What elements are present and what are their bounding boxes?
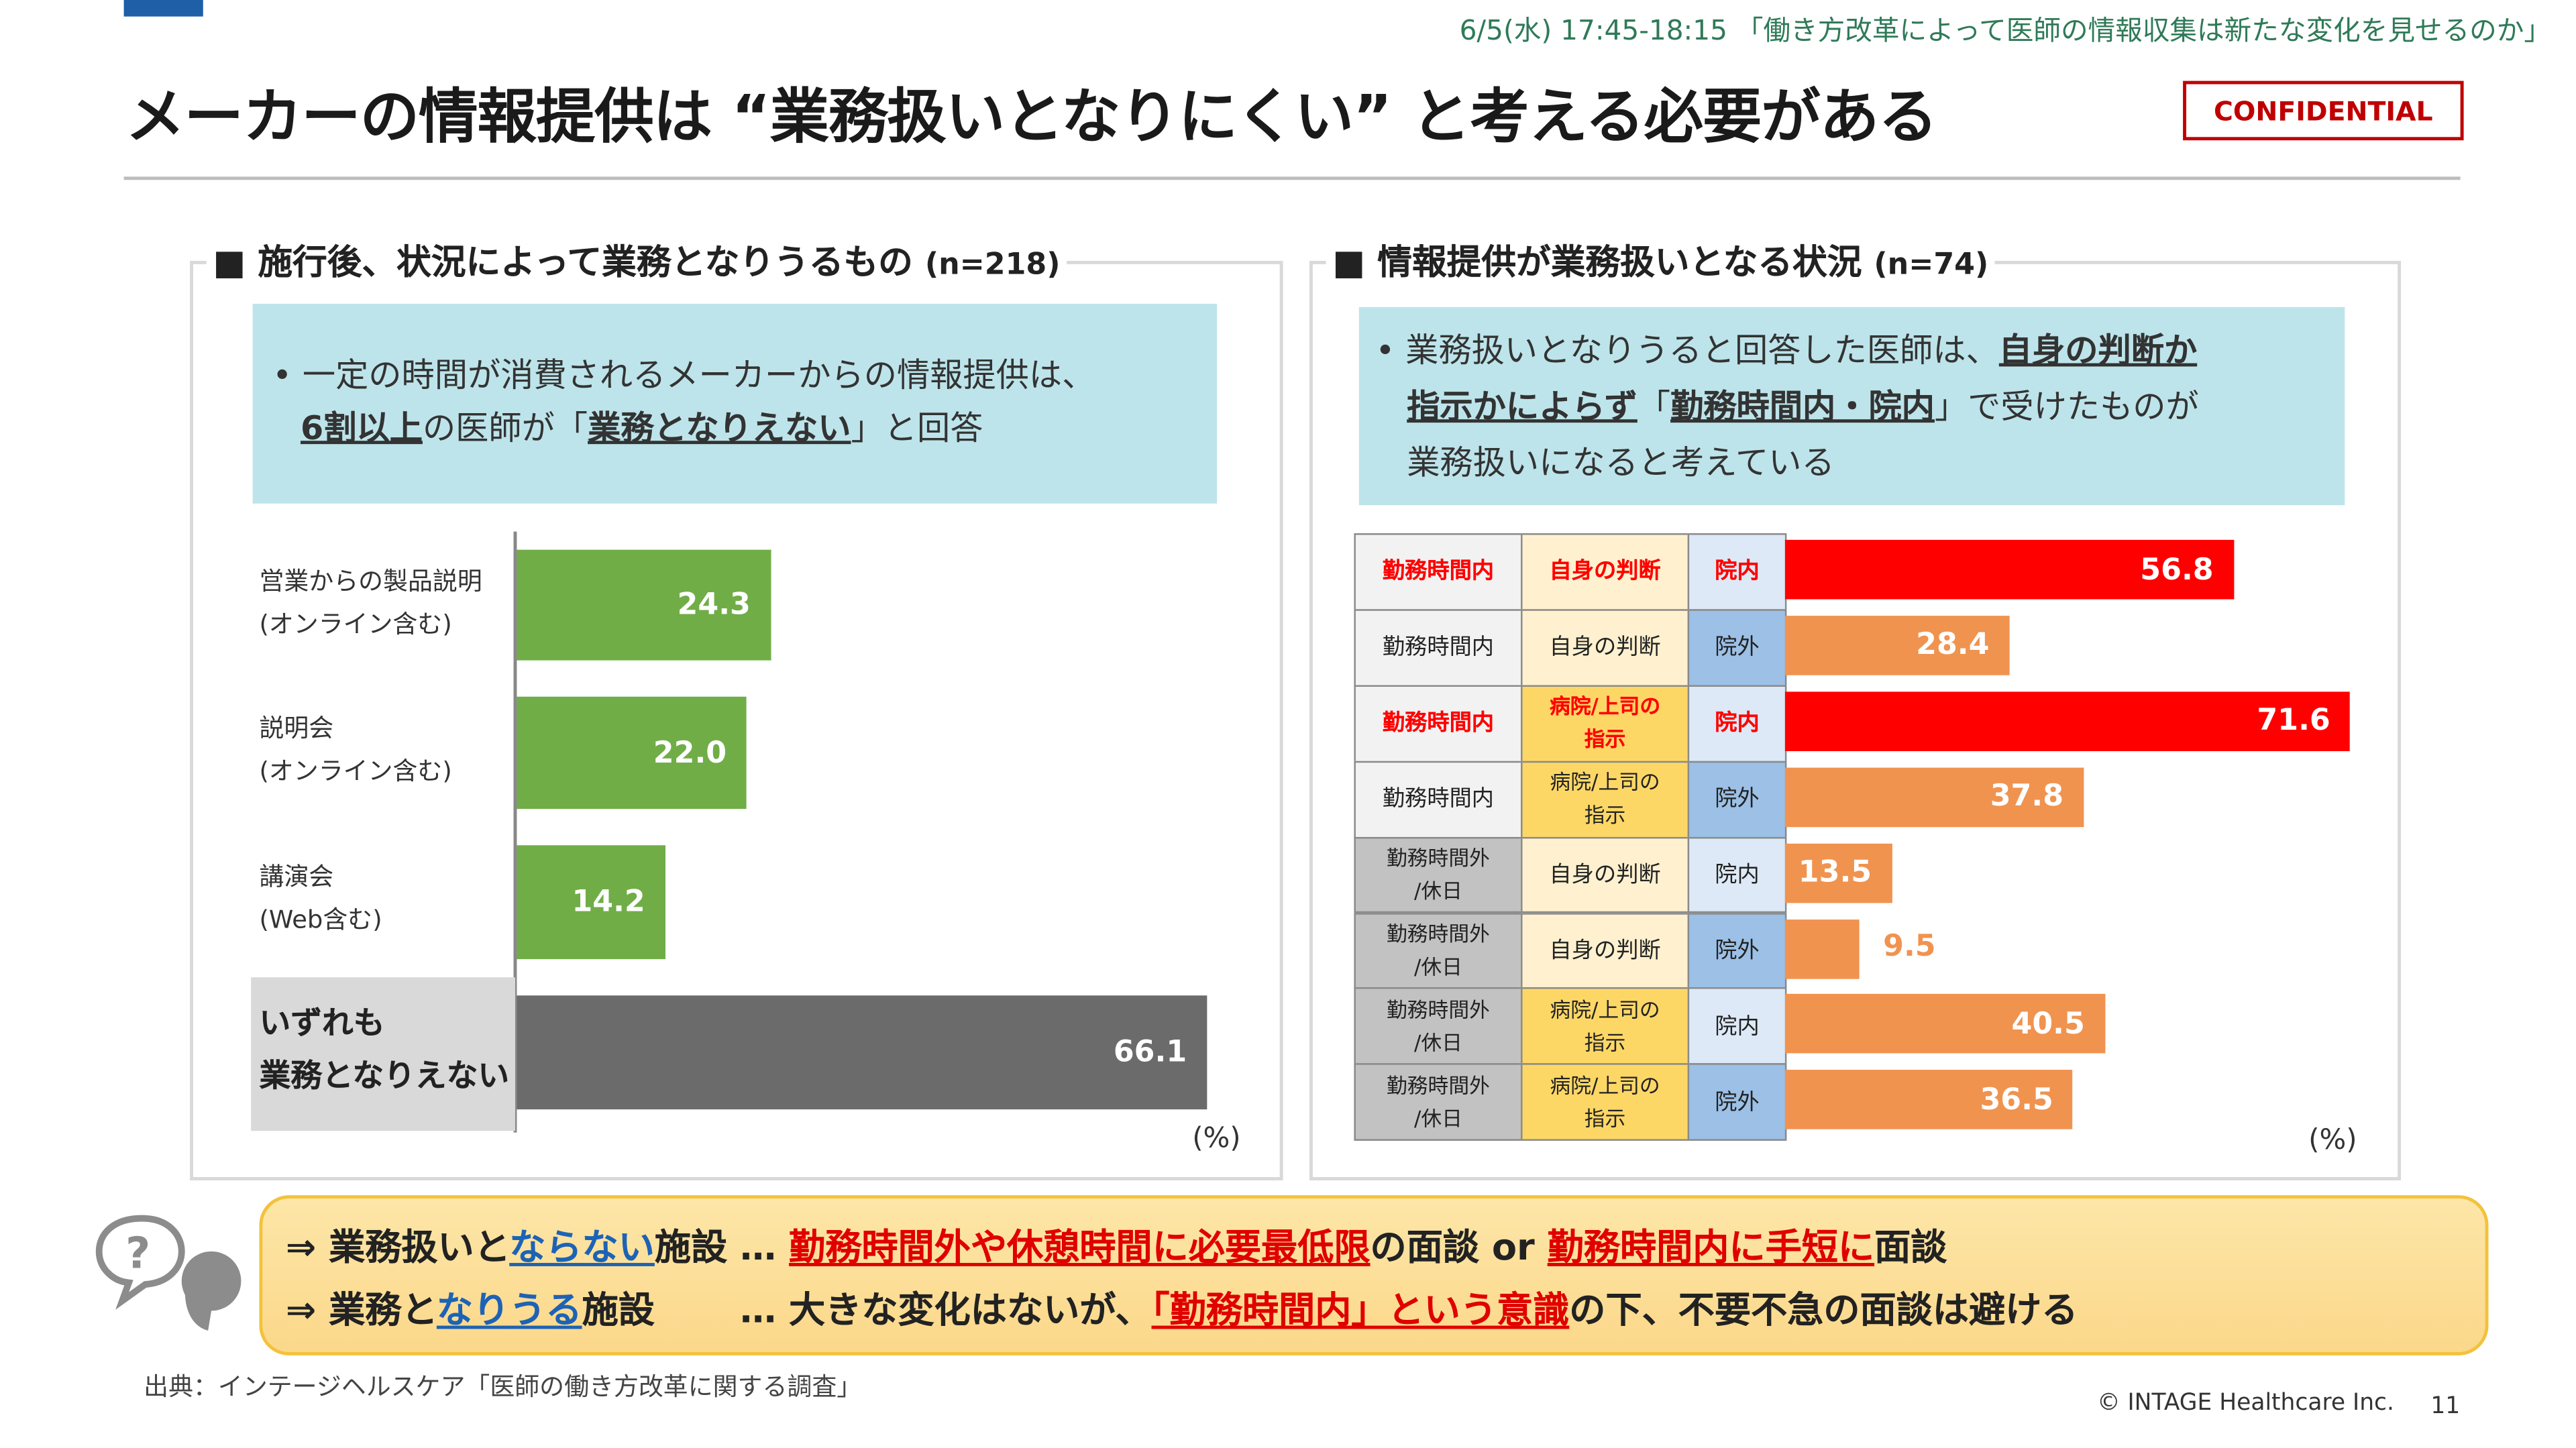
question-speech-icon: ?: [93, 1212, 251, 1337]
data-label: 66.1: [1113, 1035, 1187, 1070]
conclusion-line-2: ⇒ 業務となりうる施設 … 大きな変化はないが、「勤務時間内」という意識の下、不…: [285, 1290, 2078, 1333]
bar: 56.8: [1784, 539, 2234, 600]
category-label-bg: [251, 977, 515, 1131]
bar: 37.8: [1784, 767, 2084, 827]
right-callout: • 業務扱いとなりうると回答した医師は、自身の判断か 指示かによらず「勤務時間内…: [1358, 307, 2345, 506]
page-title: メーカーの情報提供は “業務扱いとなりにくい” と考える必要がある: [125, 84, 1938, 152]
bar: 71.6: [1784, 691, 2351, 751]
conclusion-box: ⇒ 業務扱いとならない施設 … 勤務時間外や休憩時間に必要最低限の面談 or 勤…: [259, 1195, 2489, 1355]
bar: [1784, 918, 1860, 979]
table-cell-time: 勤務時間外 /休日: [1354, 1063, 1523, 1141]
left-unit-label: (%): [1192, 1122, 1241, 1156]
right-unit-label: (%): [2308, 1124, 2357, 1158]
page-number: 11: [2430, 1393, 2461, 1420]
bar: 66.1: [517, 995, 1207, 1110]
confidential-badge: CONFIDENTIAL: [2183, 80, 2464, 141]
title-divider: [123, 176, 2461, 180]
table-cell-decision: 自身の判断: [1521, 609, 1690, 687]
copyright: © INTAGE Healthcare Inc.: [2097, 1390, 2394, 1416]
left-panel-title: ■ 施行後、状況によって業務となりうるもの (n=218): [206, 235, 1067, 286]
source-note: 出典：インテージヘルスケア「医師の働き方改革に関する調査」: [144, 1372, 862, 1402]
table-cell-time: 勤務時間外 /休日: [1354, 987, 1523, 1066]
table-cell-place: 院外: [1687, 1063, 1787, 1141]
table-cell-time: 勤務時間内: [1354, 609, 1523, 687]
table-cell-place: 院内: [1687, 987, 1787, 1066]
conclusion-line-1: ⇒ 業務扱いとならない施設 … 勤務時間外や休憩時間に必要最低限の面談 or 勤…: [285, 1228, 1947, 1270]
table-cell-time: 勤務時間外 /休日: [1354, 836, 1523, 914]
table-cell-decision: 病院/上司の 指示: [1521, 987, 1690, 1066]
data-label: 56.8: [2140, 552, 2214, 588]
table-cell-place: 院外: [1687, 911, 1787, 990]
category-label: 講演会 (Web含む): [259, 861, 382, 935]
data-label: 28.4: [1916, 628, 1990, 663]
session-info: 6/5(水) 17:45-18:15 「働き方改革によって医師の情報収集は新たな…: [1459, 15, 2552, 46]
data-label: 37.8: [1990, 779, 2064, 814]
data-label: 40.5: [2011, 1007, 2085, 1042]
bar: 14.2: [517, 845, 665, 960]
table-cell-place: 院外: [1687, 760, 1787, 838]
data-label: 71.6: [2257, 704, 2330, 739]
bar: 40.5: [1784, 994, 2105, 1054]
table-cell-decision: 自身の判断: [1521, 911, 1690, 990]
category-label: いずれも 業務となりえない: [259, 1005, 510, 1095]
left-chart-axis: [513, 531, 517, 1133]
data-label: 9.5: [1883, 928, 1936, 964]
table-cell-decision: 病院/上司の 指示: [1521, 760, 1690, 838]
data-label: 22.0: [653, 735, 727, 771]
bar: 28.4: [1784, 615, 2010, 675]
table-cell-time: 勤務時間内: [1354, 760, 1523, 838]
table-cell-decision: 自身の判断: [1521, 533, 1690, 611]
data-label: 36.5: [1980, 1082, 2053, 1117]
category-label: 説明会 (オンライン含む): [259, 713, 452, 786]
table-cell-decision: 病院/上司の 指示: [1521, 1063, 1690, 1141]
left-callout: • 一定の時間が消費されるメーカーからの情報提供は、 6割以上の医師が「業務とな…: [252, 303, 1218, 504]
bar: 13.5: [1784, 842, 1892, 903]
table-cell-place: 院内: [1687, 685, 1787, 763]
svg-text:?: ?: [125, 1229, 150, 1278]
brand-bar: [123, 0, 203, 17]
bar: 22.0: [517, 696, 747, 810]
table-cell-place: 院外: [1687, 609, 1787, 687]
table-cell-time: 勤務時間内: [1354, 685, 1523, 763]
category-label: 営業からの製品説明 (オンライン含む): [259, 566, 482, 639]
table-cell-decision: 自身の判断: [1521, 836, 1690, 914]
table-cell-place: 院内: [1687, 836, 1787, 914]
table-cell-time: 勤務時間内: [1354, 533, 1523, 611]
bar: 36.5: [1784, 1070, 2074, 1130]
data-label: 24.3: [677, 588, 751, 622]
data-label: 14.2: [572, 885, 645, 920]
data-label: 13.5: [1798, 855, 1872, 890]
right-panel-title: ■ 情報提供が業務扱いとなる状況 (n=74): [1326, 235, 1996, 286]
table-cell-time: 勤務時間外 /休日: [1354, 911, 1523, 990]
table-cell-place: 院内: [1687, 533, 1787, 611]
bar: 24.3: [517, 549, 771, 661]
table-cell-decision: 病院/上司の 指示: [1521, 685, 1690, 763]
